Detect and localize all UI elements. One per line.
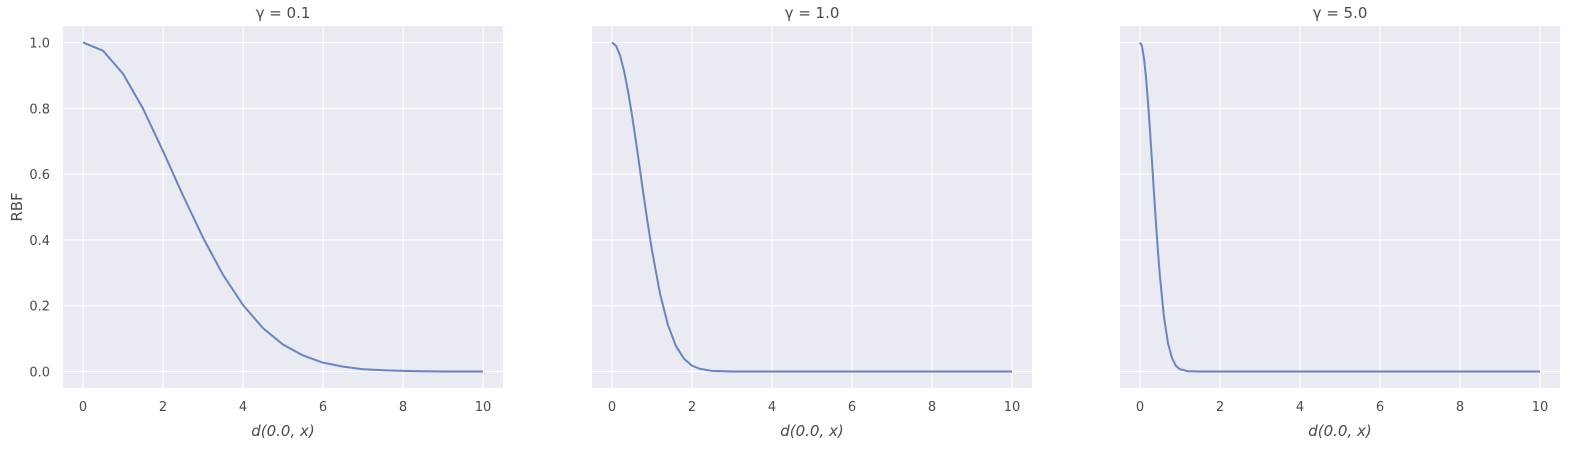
y-tick-label: 0.6 (29, 168, 50, 183)
x-tick-label: 0 (79, 400, 87, 415)
panel-title: γ = 5.0 (1313, 4, 1368, 22)
x-tick-label: 2 (688, 400, 696, 415)
rbf-curve (1139, 41, 1540, 373)
x-tick-label: 8 (399, 400, 407, 415)
x-axis-label: d(0.0, x) (251, 422, 315, 440)
y-tick-label: 0.2 (29, 300, 50, 315)
x-tick-label: 6 (1376, 400, 1384, 415)
x-tick-label: 6 (848, 400, 856, 415)
plot-background (63, 26, 503, 388)
panel-title: γ = 1.0 (785, 4, 840, 22)
rbf-curve (82, 41, 483, 373)
x-tick-label: 10 (1004, 400, 1021, 415)
y-tick-label: 0.4 (29, 234, 50, 249)
x-tick-label: 2 (159, 400, 167, 415)
x-tick-label: 4 (1296, 400, 1304, 415)
x-tick-label: 0 (608, 400, 616, 415)
x-tick-label: 4 (768, 400, 776, 415)
panel-title: γ = 0.1 (256, 4, 311, 22)
chart-panel-3: 0 2 4 6 8 10 γ = 5.0 d(0.0, x) (1120, 4, 1560, 440)
rbf-curve (611, 41, 1012, 373)
x-tick-label: 8 (1456, 400, 1464, 415)
plot-background (592, 26, 1032, 388)
y-tick-label: 0.8 (29, 102, 50, 117)
y-axis-label: RBF (8, 192, 26, 221)
x-tick-label: 6 (319, 400, 327, 415)
x-tick-label: 10 (1532, 400, 1549, 415)
plot-background (1120, 26, 1560, 388)
x-tick-label: 2 (1216, 400, 1224, 415)
y-tick-label: 1.0 (29, 36, 50, 51)
chart-panel-1: 0 2 4 6 8 10 0.0 0.2 0.4 0.6 0.8 1.0 γ = 0.1 d(0.0, x… (8, 4, 503, 440)
x-axis-label: d(0.0, x) (780, 422, 844, 440)
x-tick-label: 10 (475, 400, 492, 415)
y-tick-label: 0.0 (29, 366, 50, 381)
x-tick-label: 8 (928, 400, 936, 415)
x-tick-label: 0 (1136, 400, 1144, 415)
x-axis-label: d(0.0, x) (1308, 422, 1372, 440)
chart-panel-2: 0 2 4 6 8 10 γ = 1.0 d(0.0, x) (592, 4, 1032, 440)
x-tick-label: 4 (239, 400, 247, 415)
